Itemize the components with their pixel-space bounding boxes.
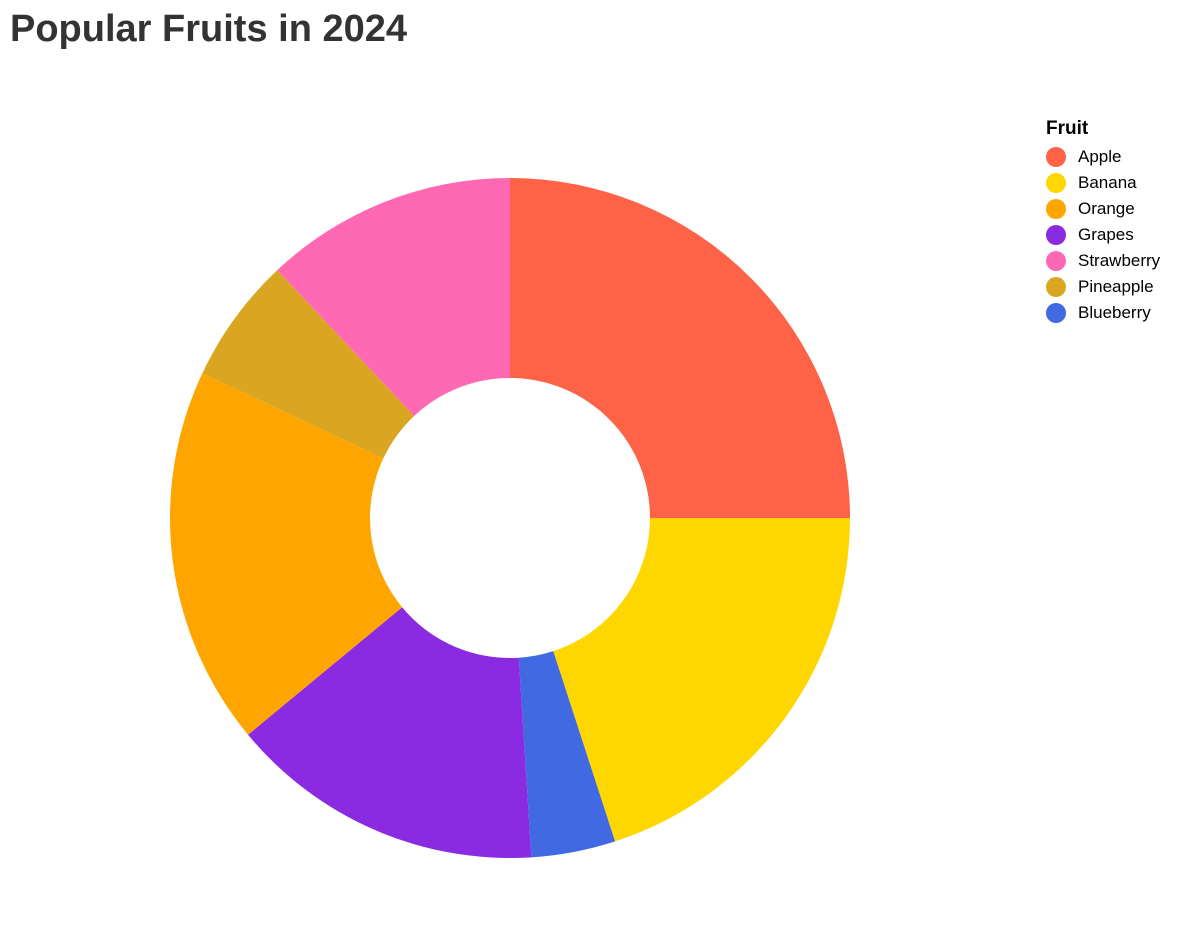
legend-item-blueberry: Blueberry: [1046, 300, 1160, 326]
slice-grapes: [248, 607, 532, 858]
legend-label: Pineapple: [1078, 277, 1154, 296]
legend-label: Grapes: [1078, 225, 1134, 244]
legend-item-pineapple: Pineapple: [1046, 274, 1160, 300]
legend-swatch: [1046, 225, 1066, 245]
chart-title: Popular Fruits in 2024: [10, 8, 407, 50]
legend: Fruit Apple Banana Orange Grapes Strawberry P…: [1046, 116, 1160, 326]
donut-chart: [169, 178, 850, 858]
legend-item-orange: Orange: [1046, 196, 1160, 222]
legend-label: Blueberry: [1078, 303, 1151, 322]
legend-item-strawberry: Strawberry: [1046, 248, 1160, 274]
legend-items: Apple Banana Orange Grapes Strawberry Pineapp…: [1046, 144, 1160, 326]
legend-item-apple: Apple: [1046, 144, 1160, 170]
legend-label: Banana: [1078, 173, 1137, 192]
slice-pineapple: [202, 270, 415, 459]
legend-item-banana: Banana: [1046, 170, 1160, 196]
legend-label: Orange: [1078, 199, 1135, 218]
legend-swatch: [1046, 173, 1066, 193]
legend-swatch: [1046, 303, 1066, 323]
slice-apple: [510, 178, 850, 518]
slice-blueberry: [518, 651, 616, 858]
legend-label: Strawberry: [1078, 251, 1161, 270]
legend-title: Fruit: [1046, 118, 1089, 139]
legend-swatch: [1046, 277, 1066, 297]
legend-label: Apple: [1078, 147, 1122, 166]
donut-slices: [169, 178, 850, 858]
slice-banana: [553, 518, 850, 842]
slice-strawberry: [277, 178, 510, 416]
legend-swatch: [1046, 199, 1066, 219]
legend-item-grapes: Grapes: [1046, 222, 1160, 248]
legend-swatch: [1046, 251, 1066, 271]
legend-swatch: [1046, 147, 1066, 167]
slice-orange: [169, 373, 403, 735]
